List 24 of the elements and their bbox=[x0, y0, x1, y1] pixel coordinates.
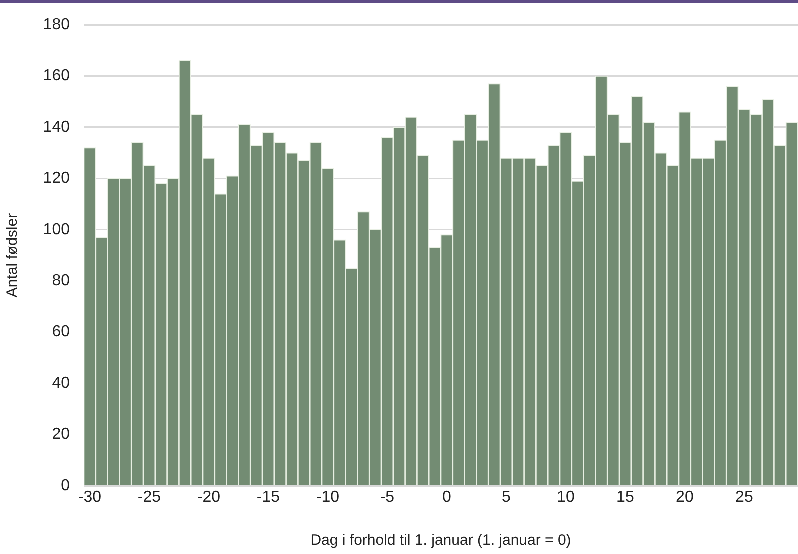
x-tick-label: 15 bbox=[616, 489, 634, 506]
y-tick-label: 160 bbox=[43, 68, 70, 85]
x-tick-label: -30 bbox=[78, 489, 102, 506]
y-axis-title: Antal fødsler bbox=[4, 213, 22, 298]
x-tick-label: -5 bbox=[380, 489, 395, 506]
x-tick-label: 5 bbox=[502, 489, 511, 506]
x-tick-label: 10 bbox=[557, 489, 575, 506]
x-axis-title: Dag i forhold til 1. januar (1. januar = 0) bbox=[310, 532, 572, 550]
y-tick-label: 60 bbox=[52, 324, 70, 341]
y-tick-label: 180 bbox=[43, 16, 70, 34]
x-tick-label: -15 bbox=[256, 489, 280, 506]
y-tick-label: 0 bbox=[61, 477, 70, 494]
y-tick-label: 40 bbox=[52, 374, 70, 392]
x-tick-label: -20 bbox=[197, 489, 221, 506]
y-tick-label: 100 bbox=[43, 221, 70, 238]
x-tick-label: -10 bbox=[316, 489, 340, 506]
y-tick-label: 20 bbox=[52, 426, 70, 444]
y-tick-label: 80 bbox=[52, 272, 70, 290]
y-tick-label: 120 bbox=[43, 170, 70, 188]
x-tick-label: 20 bbox=[676, 489, 694, 506]
x-tick-label: 0 bbox=[442, 489, 452, 506]
y-tick-label: 140 bbox=[43, 118, 70, 136]
x-tick-label: -25 bbox=[138, 489, 162, 506]
x-tick-label: 25 bbox=[736, 489, 754, 506]
